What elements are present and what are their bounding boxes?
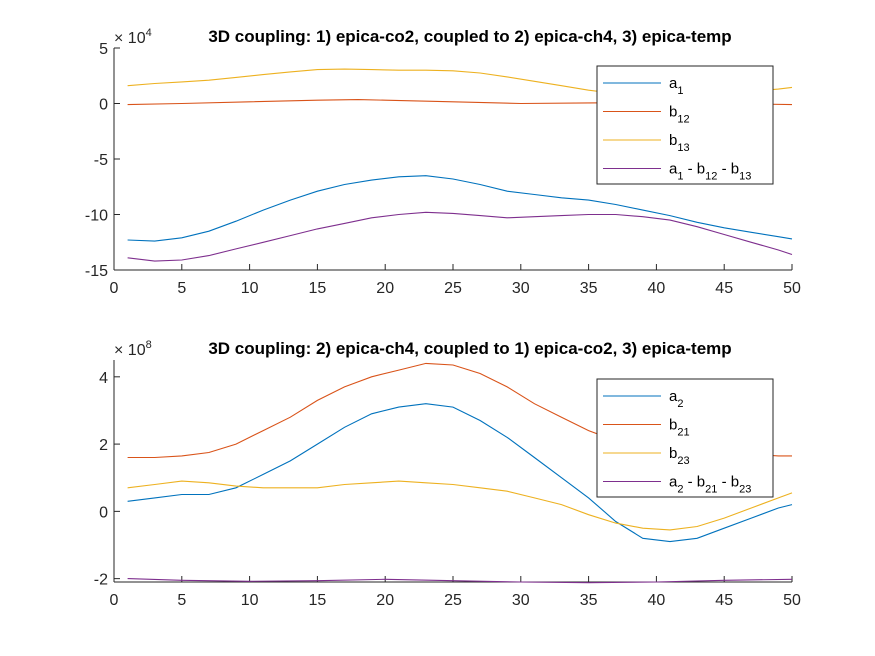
y-tick-label: 4	[99, 370, 108, 387]
series-line-4	[127, 211, 793, 262]
y-exponent-label: × 104	[114, 27, 152, 47]
x-tick-label: 40	[648, 592, 666, 609]
y-tick-label: -2	[94, 572, 108, 589]
y-exponent-label: × 108	[114, 339, 152, 359]
x-tick-label: 25	[444, 592, 462, 609]
legend-label: b13	[669, 132, 690, 154]
y-tick-label: 0	[99, 97, 108, 114]
legend-label: a2 - b21 - b23	[669, 474, 751, 496]
legend-label: a2	[669, 388, 683, 410]
x-tick-label: 35	[580, 592, 598, 609]
x-tick-label: 10	[241, 280, 259, 297]
y-tick-label: 2	[99, 437, 108, 454]
x-tick-label: 0	[110, 592, 119, 609]
x-tick-label: 35	[580, 280, 598, 297]
y-tick-label: -15	[85, 263, 108, 280]
legend-box	[596, 65, 774, 185]
x-tick-label: 15	[309, 280, 327, 297]
series-line-3	[127, 480, 793, 531]
x-tick-label: 15	[309, 592, 327, 609]
legend-label: b12	[669, 104, 690, 126]
x-tick-label: 30	[512, 592, 530, 609]
x-tick-label: 50	[783, 280, 801, 297]
x-tick-label: 45	[715, 592, 733, 609]
x-tick-label: 30	[512, 280, 530, 297]
x-tick-label: 45	[715, 280, 733, 297]
legend-label: a1	[669, 75, 683, 97]
series-line-4	[127, 578, 793, 584]
y-tick-label: 5	[99, 41, 108, 58]
series-line-1	[127, 175, 793, 242]
x-tick-label: 5	[177, 592, 186, 609]
x-tick-label: 40	[648, 280, 666, 297]
series-line-1	[127, 403, 793, 543]
y-tick-label: -5	[94, 152, 108, 169]
x-tick-label: 50	[783, 592, 801, 609]
x-tick-label: 25	[444, 280, 462, 297]
legend-box	[596, 378, 774, 498]
y-tick-label: 0	[99, 504, 108, 521]
chart-title: 3D coupling: 2) epica-ch4, coupled to 1)…	[208, 339, 731, 358]
y-tick-label: -10	[85, 208, 108, 225]
x-tick-label: 20	[376, 280, 394, 297]
legend-label: b23	[669, 445, 690, 467]
x-tick-label: 0	[110, 280, 119, 297]
chart-title: 3D coupling: 1) epica-co2, coupled to 2)…	[208, 27, 731, 46]
legend-label: a1 - b12 - b13	[669, 161, 751, 183]
legend-label: b21	[669, 417, 690, 439]
x-tick-label: 20	[376, 592, 394, 609]
x-tick-label: 10	[241, 592, 259, 609]
x-tick-label: 5	[177, 280, 186, 297]
